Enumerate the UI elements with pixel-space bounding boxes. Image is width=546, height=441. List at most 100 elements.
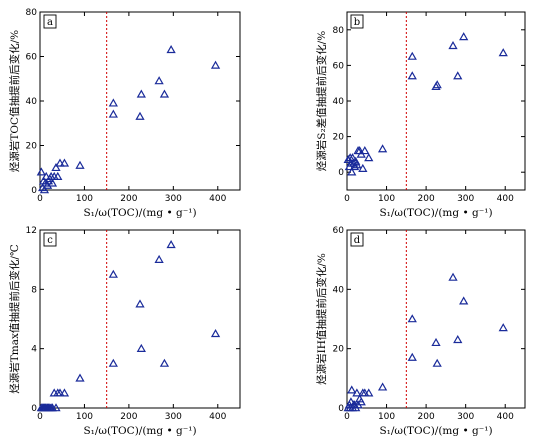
x-tick-label: 200 (120, 194, 137, 204)
data-point (39, 185, 50, 194)
data-point (166, 45, 176, 54)
data-point (154, 254, 164, 263)
data-point (453, 334, 463, 344)
data-point (358, 163, 368, 172)
data-point (159, 89, 170, 98)
plot-frame (346, 11, 526, 191)
y-tick-label: 60 (333, 226, 345, 236)
x-tick-label: 300 (165, 194, 182, 204)
data-point (36, 167, 46, 176)
x-tick-label: 300 (457, 412, 474, 422)
data-point (498, 323, 508, 332)
y-tick-label: 20 (333, 133, 345, 143)
y-tick-label: 60 (26, 53, 38, 63)
y-tick-label: 80 (26, 8, 38, 18)
data-point (154, 76, 164, 85)
y-axis-label: 烃源岩TOC值抽提前后变化/% (8, 30, 21, 172)
x-tick-label: 400 (497, 194, 514, 204)
data-point (364, 388, 374, 397)
data-point (55, 158, 65, 167)
data-point (135, 111, 145, 120)
chart-panel-a: 0 100 200 300 400 0 20 40 60 80 a S₁/ω(TOC)/(mg • g… (8, 8, 241, 219)
data-point (407, 71, 417, 80)
data-point (352, 160, 362, 169)
data-point (360, 146, 370, 155)
y-tick-label: 4 (31, 345, 37, 355)
data-point (59, 158, 70, 167)
chart-panel-c: 0 100 200 300 400 0 4 8 12 c S₁/ω(TOC)/(mg • g⁻¹) 烃… (8, 226, 241, 437)
data-point (166, 240, 176, 249)
y-tick-label: 0 (338, 404, 344, 414)
data-point (364, 153, 374, 162)
plot-frame (39, 229, 241, 409)
data-point (352, 388, 362, 397)
y-tick-label: 20 (26, 142, 38, 152)
x-tick-label: 100 (378, 412, 395, 422)
x-tick-label: 400 (497, 412, 514, 422)
data-point (108, 269, 118, 278)
data-point (108, 109, 118, 118)
data-point (407, 352, 417, 361)
x-tick-label: 0 (344, 412, 350, 422)
data-point (75, 160, 85, 169)
plot-frame (39, 11, 241, 191)
data-point (453, 71, 463, 80)
data-point (159, 358, 170, 367)
x-tick-label: 200 (418, 412, 435, 422)
data-point (47, 178, 58, 187)
panel-label: a (47, 17, 53, 28)
data-point (347, 167, 357, 176)
data-point (51, 403, 61, 412)
data-point (459, 296, 469, 305)
x-tick-label: 400 (209, 194, 226, 204)
data-point (41, 171, 51, 180)
data-point (53, 171, 63, 180)
data-point (210, 329, 221, 338)
panel-label-box (350, 232, 364, 247)
data-point (377, 382, 388, 391)
data-point (432, 80, 442, 89)
data-point (75, 373, 85, 382)
y-tick-label: 0 (31, 404, 37, 414)
y-tick-label: 0 (31, 186, 37, 196)
panel-label-box (350, 14, 364, 29)
data-point (55, 388, 65, 397)
x-tick-label: 0 (37, 194, 43, 204)
data-point (136, 343, 146, 352)
data-point (108, 358, 118, 367)
data-point (347, 385, 357, 394)
data-point (377, 144, 388, 153)
data-point (459, 32, 469, 41)
data-point (136, 89, 146, 98)
data-point (407, 51, 417, 60)
x-tick-label: 300 (165, 412, 182, 422)
y-tick-label: 8 (31, 285, 37, 295)
x-tick-label: 0 (344, 194, 350, 204)
data-point (108, 98, 118, 107)
x-tick-label: 0 (37, 412, 43, 422)
data-point (349, 162, 360, 171)
x-tick-label: 100 (76, 194, 93, 204)
x-tick-label: 400 (209, 412, 226, 422)
x-axis-label: S₁/ω(TOC)/(mg • g⁻¹) (83, 425, 196, 437)
y-tick-label: 60 (333, 61, 345, 71)
data-point (431, 337, 441, 347)
y-tick-label: 12 (26, 226, 37, 236)
y-tick-label: 0 (338, 168, 344, 178)
x-tick-label: 200 (120, 412, 137, 422)
data-point (498, 48, 508, 57)
y-axis-label: 烃源岩IH值抽提前后变化/% (315, 253, 328, 385)
chart-panel-d: 0 100 200 300 400 0 20 40 60 d S₁/ω(TOC)/(mg • g⁻¹… (315, 226, 526, 437)
plot-frame (346, 229, 526, 409)
y-axis-label: 烃源岩Tmax值抽提前后变化/℃ (8, 244, 21, 394)
y-tick-label: 40 (26, 97, 38, 107)
x-tick-label: 300 (457, 194, 474, 204)
panel-label-box (43, 14, 57, 29)
x-tick-label: 200 (418, 194, 435, 204)
data-point (432, 358, 442, 367)
data-point (51, 162, 61, 172)
data-point (135, 299, 145, 308)
data-point (448, 272, 458, 281)
data-point (448, 41, 458, 50)
x-tick-label: 100 (378, 194, 395, 204)
